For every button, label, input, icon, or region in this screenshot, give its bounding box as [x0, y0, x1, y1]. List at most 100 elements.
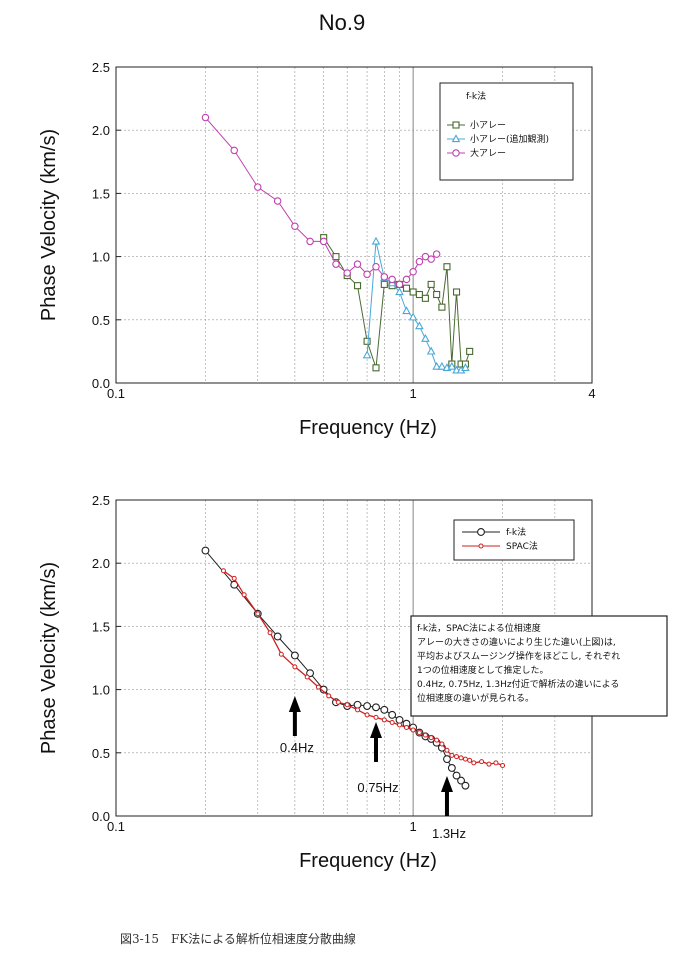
series-1-point — [466, 347, 474, 355]
x-tick-label: 1 — [410, 819, 417, 834]
page-title: No.9 — [319, 10, 365, 35]
y-tick-label: 1.0 — [92, 250, 110, 265]
series-2-point — [428, 735, 434, 741]
series-2-point — [402, 306, 411, 315]
series-3-point — [319, 237, 328, 246]
series-2-point — [395, 287, 404, 296]
y-axis-title: Phase Velocity (km/s) — [38, 129, 60, 321]
series-2-point — [410, 727, 416, 733]
y-tick-label: 0.5 — [92, 313, 110, 328]
y-tick-label: 2.0 — [92, 123, 110, 138]
note-line: f-k法，SPAC法による位相速度 — [417, 622, 541, 634]
series-2-point — [397, 722, 403, 728]
series-2-point — [462, 756, 468, 762]
series-1-point — [380, 280, 388, 288]
series-2-point — [439, 741, 445, 747]
series-2-point — [255, 611, 261, 617]
series-3-point — [273, 197, 282, 205]
series-1-point — [433, 290, 441, 299]
series-2-point — [458, 755, 464, 761]
series-2-point — [364, 712, 370, 718]
series-2-point — [444, 747, 450, 753]
series-2-point — [326, 693, 332, 699]
series-1-point — [363, 337, 371, 345]
arrow-label: 0.75Hz — [357, 780, 398, 795]
series-1-point — [388, 710, 397, 719]
series-3-point — [254, 183, 262, 191]
series-2-point — [434, 737, 440, 743]
y-tick-label: 2.0 — [92, 556, 110, 571]
series-1-point — [452, 771, 461, 780]
series-1-point — [443, 263, 451, 271]
series-3-point — [363, 270, 371, 279]
series-2-point — [449, 752, 455, 758]
series-2-point — [355, 707, 361, 713]
series-2-point — [415, 321, 424, 330]
series-3-point — [380, 273, 389, 281]
legend-title: f-k法 — [466, 90, 486, 102]
series-3-point — [230, 146, 238, 155]
series-2-point — [437, 361, 447, 370]
series-2-point — [267, 630, 273, 636]
series-2-point — [454, 754, 460, 760]
note-box-group: f-k法，SPAC法による位相速度アレーの大きさの違いにより生じた違い(上図)は… — [410, 615, 668, 717]
series-2-point — [421, 334, 430, 342]
series-2-point — [231, 575, 237, 581]
series-2-point — [432, 361, 441, 370]
y-tick-label: 2.5 — [92, 60, 110, 75]
legend-label: 小アレー(追加観測) — [470, 133, 549, 145]
series-2-point — [461, 363, 470, 371]
series-2-point — [486, 761, 492, 767]
legend-box — [453, 519, 575, 561]
series-1-point — [415, 290, 423, 299]
arrow-head — [369, 722, 382, 738]
bottom-chart: 0.0 0.5 1.0 1.5 2.0 2.5 0.1 1 Frequency (Hz) Phas… — [38, 493, 668, 872]
series-2-point — [304, 674, 310, 680]
series-1-point — [395, 715, 404, 724]
y-tick-label: 0.0 — [92, 809, 110, 824]
series-2-point — [278, 651, 284, 657]
note-line: 1つの位相速度として推定した。 — [417, 664, 548, 676]
y-tick-label: 1.5 — [92, 619, 110, 634]
series-2-point — [500, 762, 506, 768]
series-1-point — [409, 288, 417, 296]
series-3-point — [409, 268, 417, 276]
y-tick-label: 0.0 — [92, 376, 110, 391]
legend-label: SPAC法 — [506, 540, 538, 552]
series-2-point — [471, 760, 477, 766]
series-2-point — [292, 664, 298, 670]
series-line-1 — [323, 237, 471, 368]
x-axis-title: Frequency (Hz) — [299, 850, 437, 872]
y-axis-title: Phase Velocity (km/s) — [38, 562, 60, 754]
series-1-point — [427, 280, 435, 288]
x-axis-title: Frequency (Hz) — [299, 417, 437, 439]
series-1-point — [452, 288, 461, 296]
series-1-point — [353, 700, 362, 709]
series-1-point — [332, 253, 340, 261]
series-1-point — [380, 705, 389, 714]
series-1-point — [372, 364, 380, 372]
legend-marker — [477, 528, 485, 536]
y-tick-label: 2.5 — [92, 493, 110, 508]
series-2-point — [241, 592, 247, 598]
series-3-point — [332, 260, 340, 268]
legend-label: 小アレー — [470, 120, 506, 131]
series-1-point — [290, 651, 299, 660]
note-line: 位相速度の違いが見られる。 — [417, 692, 534, 704]
series-1-point — [363, 702, 372, 710]
series-2-point — [467, 757, 473, 763]
legend: f-k法 SPAC法 — [453, 519, 575, 561]
series-2-point — [389, 719, 395, 725]
series-1-point — [319, 685, 328, 694]
series-3-point — [306, 237, 314, 246]
x-tick-label: 0.1 — [107, 386, 125, 401]
series-2-point — [344, 702, 350, 708]
series-3-point — [201, 113, 210, 122]
series-2-point — [371, 236, 381, 245]
series-2-point — [493, 760, 499, 766]
series-1-point — [461, 781, 470, 790]
series-3-point — [343, 269, 351, 277]
legend-box — [439, 82, 574, 181]
